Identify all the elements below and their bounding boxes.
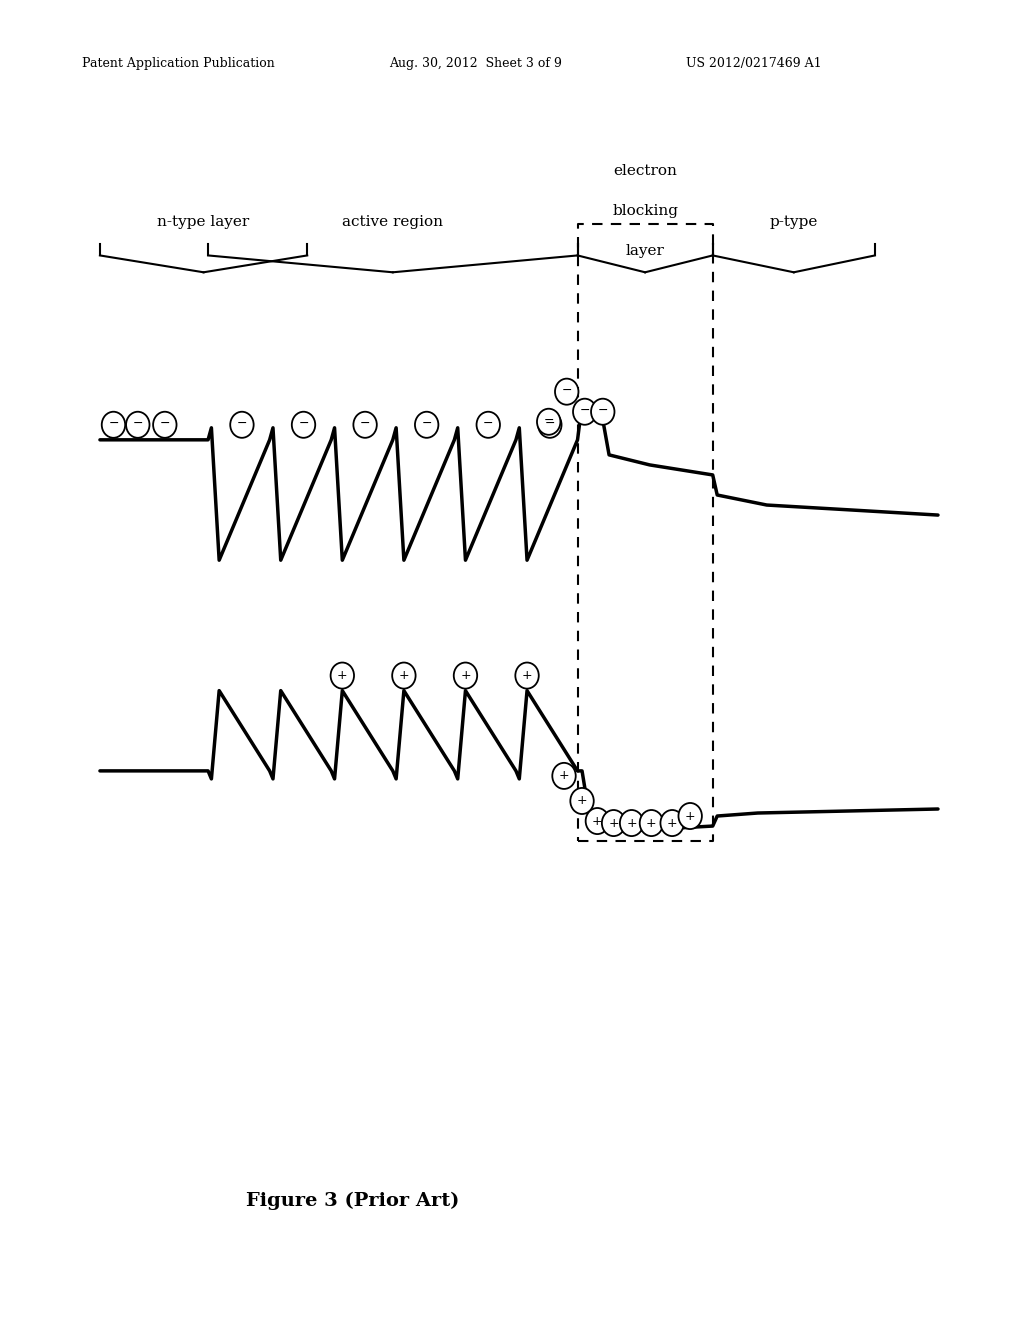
Text: Figure 3 (Prior Art): Figure 3 (Prior Art) bbox=[246, 1192, 459, 1210]
Text: +: + bbox=[577, 795, 588, 808]
Text: +: + bbox=[592, 814, 603, 828]
Text: +: + bbox=[667, 817, 678, 829]
Circle shape bbox=[154, 412, 176, 438]
Circle shape bbox=[392, 663, 416, 689]
Text: +: + bbox=[337, 669, 347, 682]
Text: −: − bbox=[132, 417, 143, 430]
Circle shape bbox=[640, 810, 664, 836]
Circle shape bbox=[415, 412, 438, 438]
Text: −: − bbox=[422, 417, 432, 430]
Circle shape bbox=[454, 663, 477, 689]
Circle shape bbox=[476, 412, 500, 438]
Circle shape bbox=[331, 663, 354, 689]
Circle shape bbox=[602, 810, 626, 836]
Circle shape bbox=[353, 412, 377, 438]
Text: US 2012/0217469 A1: US 2012/0217469 A1 bbox=[686, 57, 821, 70]
Circle shape bbox=[539, 412, 561, 438]
Text: −: − bbox=[109, 417, 119, 430]
Circle shape bbox=[101, 412, 125, 438]
Circle shape bbox=[537, 409, 560, 434]
Circle shape bbox=[660, 810, 684, 836]
Text: −: − bbox=[359, 417, 371, 430]
Circle shape bbox=[555, 379, 579, 405]
Text: +: + bbox=[559, 770, 569, 783]
Text: −: − bbox=[561, 384, 572, 397]
Text: active region: active region bbox=[342, 215, 443, 230]
Text: n-type layer: n-type layer bbox=[158, 215, 250, 230]
Text: layer: layer bbox=[626, 244, 665, 259]
Text: −: − bbox=[545, 417, 555, 430]
Text: electron: electron bbox=[613, 164, 677, 178]
Text: −: − bbox=[237, 417, 247, 430]
Circle shape bbox=[591, 399, 614, 425]
Text: blocking: blocking bbox=[612, 205, 678, 218]
Text: Patent Application Publication: Patent Application Publication bbox=[82, 57, 274, 70]
Text: +: + bbox=[608, 817, 618, 829]
Text: −: − bbox=[483, 417, 494, 430]
Text: p-type: p-type bbox=[770, 215, 818, 230]
Circle shape bbox=[620, 810, 643, 836]
Circle shape bbox=[515, 663, 539, 689]
Circle shape bbox=[679, 803, 701, 829]
Text: −: − bbox=[598, 404, 608, 417]
Text: +: + bbox=[685, 809, 695, 822]
Text: Aug. 30, 2012  Sheet 3 of 9: Aug. 30, 2012 Sheet 3 of 9 bbox=[389, 57, 562, 70]
Circle shape bbox=[230, 412, 254, 438]
Text: −: − bbox=[160, 417, 170, 430]
Text: +: + bbox=[460, 669, 471, 682]
Text: +: + bbox=[398, 669, 410, 682]
Text: +: + bbox=[627, 817, 637, 829]
Circle shape bbox=[292, 412, 315, 438]
Text: −: − bbox=[544, 414, 554, 428]
Text: −: − bbox=[298, 417, 309, 430]
Circle shape bbox=[126, 412, 150, 438]
Text: +: + bbox=[646, 817, 656, 829]
Text: +: + bbox=[522, 669, 532, 682]
Circle shape bbox=[552, 763, 575, 789]
Text: −: − bbox=[580, 404, 590, 417]
Circle shape bbox=[570, 788, 594, 814]
Circle shape bbox=[573, 399, 596, 425]
Circle shape bbox=[586, 808, 609, 834]
